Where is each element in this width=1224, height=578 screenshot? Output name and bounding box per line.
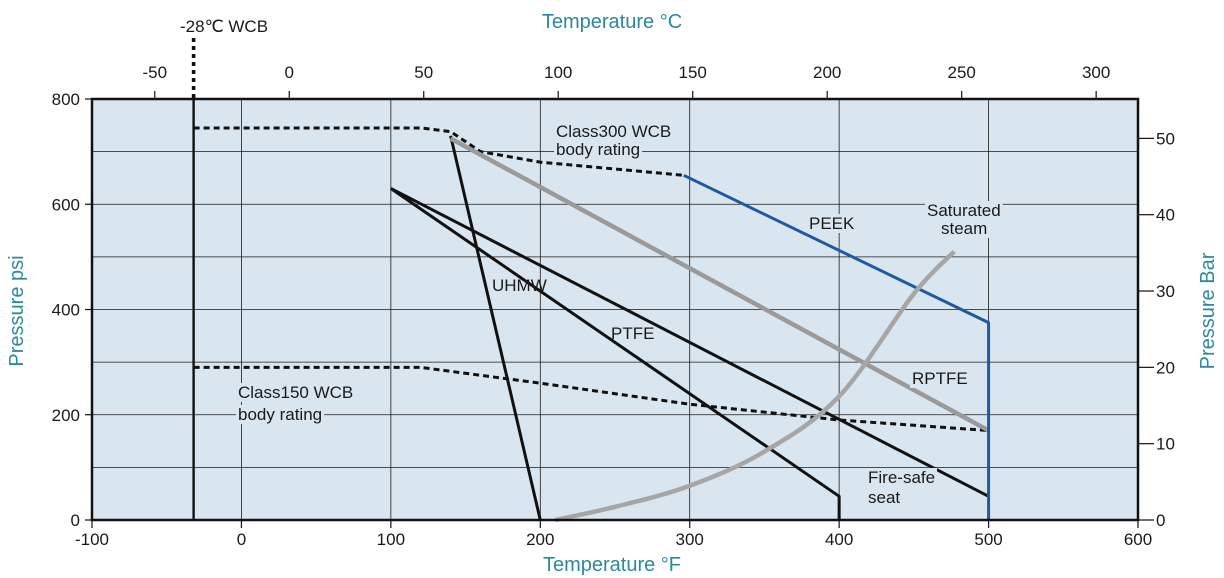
annotation-peek: PEEK — [809, 214, 855, 233]
series-layer — [191, 38, 991, 523]
annotation-wcb28: -28℃ WCB — [180, 17, 268, 36]
x-top-tick-label: 50 — [414, 63, 433, 82]
x-bottom-tick-label: 400 — [825, 530, 853, 549]
annotation-background — [910, 369, 970, 388]
x-top-tick-label: -50 — [142, 63, 167, 82]
y-left-tick-label: 600 — [52, 195, 80, 214]
series-ptfe-line — [390, 187, 841, 520]
annotation-background — [866, 468, 938, 487]
x-top-tick-label: 100 — [544, 63, 572, 82]
annotation-c150b: body rating — [238, 405, 322, 424]
x-bottom-tick-label: -100 — [75, 530, 109, 549]
annotation-c150a: Class150 WCB — [238, 383, 353, 402]
annotation-c300a: Class300 WCB — [556, 122, 671, 141]
x-top-tick-label: 0 — [285, 63, 294, 82]
y-right-tick-label: 0 — [1156, 511, 1165, 530]
x-bottom-tick-label: 300 — [676, 530, 704, 549]
y-left-tick-label: 200 — [52, 406, 80, 425]
y-left-tick-label: 400 — [52, 301, 80, 320]
y-right-axis-title: Pressure Bar — [1197, 252, 1219, 369]
annotation-rptfe: RPTFE — [912, 369, 968, 388]
series-uhmw-line — [449, 135, 542, 521]
annotation-uhmw: UHMW — [492, 276, 547, 295]
y-right-tick-label: 20 — [1156, 358, 1175, 377]
series-class150-line — [193, 365, 989, 433]
series-steam-line — [554, 250, 956, 523]
annotation-fire1: Fire-safe — [868, 468, 935, 487]
y-right-tick-label: 10 — [1156, 435, 1175, 454]
x-bottom-tick-label: 600 — [1124, 530, 1152, 549]
annotation-background — [807, 214, 858, 233]
x-top-tick-label: 200 — [813, 63, 841, 82]
series-class300-line — [193, 126, 684, 177]
annotation-background — [236, 383, 356, 402]
x-bottom-tick-label: 500 — [974, 530, 1002, 549]
y-left-axis-title: Pressure psi — [6, 255, 28, 366]
tick-layer: -100 0 100 200 300 400 500 600-50 0 50 100 150 200 25… — [52, 63, 1175, 549]
x-top-tick-label: 250 — [947, 63, 975, 82]
annotation-background — [554, 140, 643, 159]
annotation-sat1: Saturated — [927, 201, 1001, 220]
x-bottom-tick-label: 0 — [237, 530, 246, 549]
y-right-tick-label: 40 — [1156, 206, 1175, 225]
annotation-background — [939, 219, 990, 238]
annotation-background — [236, 405, 325, 424]
annotation-background — [554, 122, 674, 141]
x-bottom-tick-label: 100 — [377, 530, 405, 549]
series-peek-line — [683, 173, 991, 520]
annotation-background — [866, 488, 903, 507]
series-fire-line — [390, 187, 990, 498]
x-bottom-tick-label: 200 — [526, 530, 554, 549]
y-right-tick-label: 30 — [1156, 282, 1175, 301]
annotation-fire2: seat — [868, 488, 900, 507]
annotation-sat2: steam — [941, 219, 987, 238]
x-top-tick-label: 300 — [1082, 63, 1110, 82]
annotation-background — [925, 201, 1003, 220]
x-top-tick-label: 150 — [679, 63, 707, 82]
x-bottom-axis-title: Temperature °F — [543, 554, 681, 576]
y-left-tick-label: 0 — [71, 511, 80, 530]
series-rptfe-line — [449, 136, 990, 433]
x-top-axis-title: Temperature °C — [542, 11, 682, 33]
annotation-ptfe: PTFE — [611, 324, 654, 343]
y-left-tick-label: 800 — [52, 90, 80, 109]
annotation-c300b: body rating — [556, 140, 640, 159]
y-right-tick-label: 50 — [1156, 129, 1175, 148]
